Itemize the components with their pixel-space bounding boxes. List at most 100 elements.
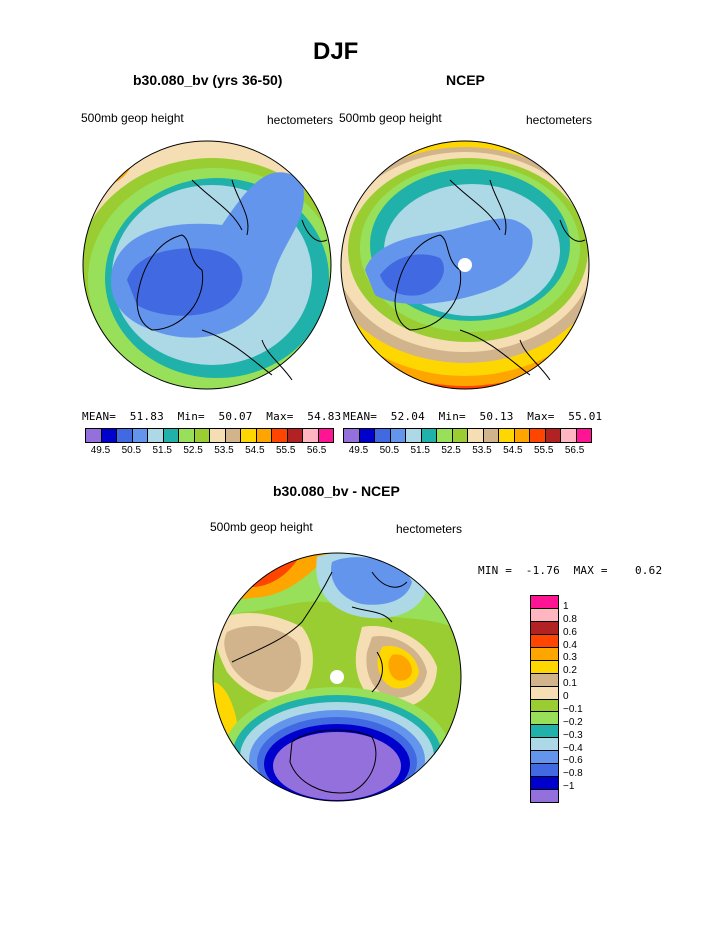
panel3-colorbar-ticks: 1 0.8 0.6 0.4 0.3 0.2 0.1 0 −0.1 −0.2 −0.3 −0.4 −0.6… (563, 595, 613, 801)
panel1-min-label: Min= (177, 410, 205, 423)
colorbar-tick-label: 49.5 (90, 445, 111, 456)
panel2-max: 55.01 (568, 410, 603, 423)
colorbar-tick-label: −0.3 (563, 729, 583, 741)
colorbar-swatch (545, 429, 561, 442)
colorbar-tick-label: 0.6 (563, 626, 577, 638)
panel3-colorbar (530, 595, 559, 803)
panel1-colorbar (85, 428, 334, 443)
colorbar-tick-label: −0.1 (563, 703, 583, 715)
colorbar-swatch (421, 429, 437, 442)
colorbar-tick-label: 56.5 (306, 445, 327, 456)
colorbar-tick-label: 0.2 (563, 665, 577, 677)
panel1-title: b30.080_bv (yrs 36-50) (133, 72, 283, 88)
colorbar-tick-label: 56.5 (564, 445, 585, 456)
colorbar-swatch (225, 429, 241, 442)
colorbar-swatch (531, 647, 558, 661)
panel1-mean-label: MEAN= (82, 410, 117, 423)
colorbar-swatch (499, 429, 515, 442)
panel1-left-label: 500mb geop height (81, 111, 184, 125)
colorbar-swatch (531, 712, 558, 726)
panel2-left-label: 500mb geop height (339, 111, 442, 125)
colorbar-swatch (531, 660, 558, 674)
panel3-title: b30.080_bv - NCEP (273, 483, 400, 499)
colorbar-swatch (531, 596, 558, 609)
colorbar-tick-label: 0.3 (563, 652, 577, 664)
colorbar-swatch (117, 429, 133, 442)
colorbar-tick-label: 0.4 (563, 639, 577, 651)
colorbar-tick-label: 53.5 (472, 445, 492, 456)
panel1-stats: MEAN= 51.83 Min= 50.07 Max= 54.83 (82, 410, 341, 423)
colorbar-tick-label: 50.5 (121, 445, 142, 456)
panel2-colorbar-ticks: 49.5 50.5 51.5 52.5 53.5 54.5 55.5 56.5 (343, 445, 590, 459)
panel3-min: -1.76 (525, 564, 560, 577)
panel2-colorbar (343, 428, 592, 443)
panel3-max: 0.62 (634, 564, 663, 577)
panel1-max-label: Max= (266, 410, 294, 423)
colorbar-tick-label: 0.1 (563, 678, 577, 690)
colorbar-tick-label: 51.5 (152, 445, 172, 456)
colorbar-tick-label: −0.4 (563, 742, 583, 754)
colorbar-swatch (390, 429, 406, 442)
panel1-mean: 51.83 (129, 410, 164, 423)
colorbar-swatch (531, 686, 558, 700)
colorbar-tick-label: 53.5 (214, 445, 234, 456)
colorbar-swatch (375, 429, 391, 442)
colorbar-swatch (303, 429, 319, 442)
colorbar-tick-label: 0 (563, 691, 569, 702)
colorbar-swatch (318, 429, 333, 442)
panel1-max: 54.83 (307, 410, 342, 423)
panel2-mean: 52.04 (390, 410, 425, 423)
colorbar-swatch (287, 429, 303, 442)
panel3-right-label: hectometers (396, 522, 463, 536)
panel2-max-label: Max= (527, 410, 555, 423)
colorbar-swatch (561, 429, 577, 442)
colorbar-swatch (179, 429, 195, 442)
panel2-stats: MEAN= 52.04 Min= 50.13 Max= 55.01 (343, 410, 602, 423)
colorbar-swatch (531, 634, 558, 648)
colorbar-swatch (531, 777, 558, 791)
colorbar-swatch (359, 429, 375, 442)
colorbar-tick-label: 54.5 (245, 445, 265, 456)
panel3-min-label: MIN = (478, 564, 513, 577)
colorbar-swatch (514, 429, 530, 442)
panel2-min: 50.13 (479, 410, 514, 423)
colorbar-swatch (272, 429, 288, 442)
panel1-right-label: hectometers (267, 113, 334, 127)
colorbar-swatch (531, 725, 558, 739)
panel3-map (212, 552, 462, 802)
colorbar-tick-label: 55.5 (275, 445, 296, 456)
panel3-max-label: MAX = (573, 564, 608, 577)
page-title: DJF (313, 38, 359, 65)
panel1-map (82, 140, 332, 390)
panel2-mean-label: MEAN= (343, 410, 378, 423)
colorbar-tick-label: 55.5 (533, 445, 554, 456)
colorbar-swatch (344, 429, 360, 442)
colorbar-swatch (148, 429, 164, 442)
panel2-title: NCEP (446, 72, 485, 88)
colorbar-tick-label: −0.8 (563, 768, 583, 780)
colorbar-swatch (86, 429, 102, 442)
colorbar-swatch (468, 429, 484, 442)
colorbar-swatch (241, 429, 257, 442)
colorbar-tick-label: −0.6 (563, 755, 583, 767)
colorbar-tick-label: −1 (563, 781, 575, 793)
colorbar-tick-label: 52.5 (183, 445, 203, 456)
panel3-stats: MIN = -1.76 MAX = 0.62 (478, 564, 662, 577)
panel1-colorbar-ticks: 49.5 50.5 51.5 52.5 53.5 54.5 55.5 56.5 (85, 445, 332, 459)
colorbar-swatch (210, 429, 226, 442)
colorbar-swatch (531, 751, 558, 765)
colorbar-swatch (437, 429, 453, 442)
colorbar-swatch (483, 429, 499, 442)
colorbar-tick-label: 50.5 (379, 445, 400, 456)
colorbar-swatch (256, 429, 272, 442)
colorbar-swatch (531, 699, 558, 713)
colorbar-swatch (163, 429, 179, 442)
colorbar-tick-label: −0.2 (563, 716, 583, 728)
colorbar-swatch (194, 429, 210, 442)
panel3-left-label: 500mb geop height (210, 520, 313, 534)
colorbar-swatch (101, 429, 117, 442)
colorbar-tick-label: 0.8 (563, 613, 577, 625)
colorbar-swatch (576, 429, 591, 442)
colorbar-swatch (531, 738, 558, 752)
colorbar-swatch (531, 790, 558, 802)
